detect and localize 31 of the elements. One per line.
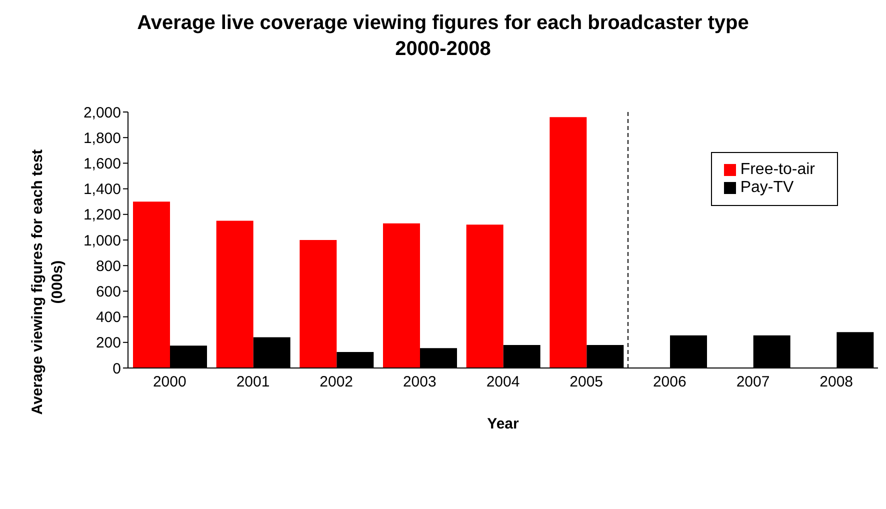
y-tick-label: 1,400 bbox=[83, 181, 121, 198]
x-tick-label: 2003 bbox=[402, 374, 436, 391]
bar bbox=[466, 224, 504, 368]
bar bbox=[550, 117, 587, 368]
legend-label: Pay-TV bbox=[740, 179, 794, 196]
y-tick-label: 0 bbox=[112, 360, 121, 378]
bar bbox=[216, 220, 254, 368]
y-tick-label: 600 bbox=[96, 284, 121, 301]
legend-label: Free-to-air bbox=[740, 161, 815, 178]
bar bbox=[300, 240, 337, 368]
bar bbox=[133, 202, 170, 368]
y-tick-label: 1,200 bbox=[83, 206, 121, 224]
y-tick-label: 800 bbox=[96, 258, 121, 275]
y-tick-label: 400 bbox=[96, 309, 121, 326]
y-tick-label: 1,800 bbox=[83, 130, 121, 147]
y-axis-title: Average viewing figures for each test (000s) bbox=[28, 148, 67, 417]
y-tick-label: 1,000 bbox=[83, 232, 121, 250]
x-tick-label: 2004 bbox=[486, 374, 520, 391]
x-tick-label: 2005 bbox=[570, 374, 604, 391]
y-tick-label: 200 bbox=[96, 334, 121, 352]
bar bbox=[383, 223, 420, 368]
x-tick-label: 2007 bbox=[736, 374, 770, 391]
y-tick-label: 2,000 bbox=[83, 104, 121, 122]
x-tick-label: 2006 bbox=[652, 374, 686, 391]
y-tick-label: 1,600 bbox=[83, 156, 121, 173]
x-tick-label: 2000 bbox=[152, 374, 186, 391]
x-tick-label: 2001 bbox=[236, 374, 270, 391]
x-tick-label: 2002 bbox=[320, 374, 354, 391]
x-axis-title: Year bbox=[487, 416, 520, 433]
chart-title: Average live coverage viewing figures for each broadcaster type 2000-2008 bbox=[136, 11, 750, 62]
x-tick-label: 2008 bbox=[820, 374, 854, 391]
